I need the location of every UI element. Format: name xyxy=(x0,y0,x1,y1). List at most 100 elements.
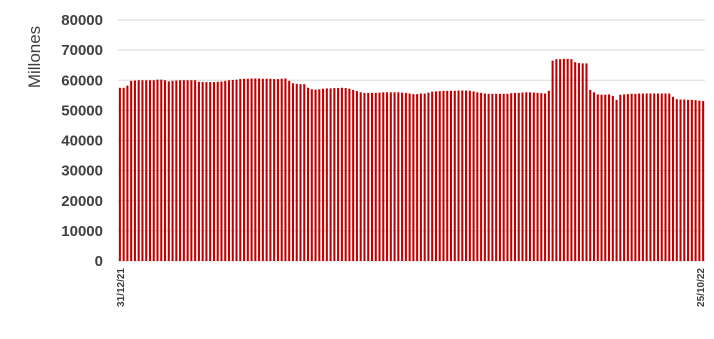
bar xyxy=(487,93,490,261)
bar xyxy=(340,87,343,261)
bar xyxy=(585,63,588,261)
bar xyxy=(175,80,178,261)
bar xyxy=(186,80,189,261)
gridlines xyxy=(118,19,705,262)
bar xyxy=(638,93,641,261)
bar xyxy=(608,94,611,261)
bar xyxy=(148,80,152,261)
bar xyxy=(171,80,174,261)
bar xyxy=(367,92,370,262)
x-axis-ticks: 31/12/21 25/10/22 xyxy=(116,268,707,307)
bar xyxy=(461,90,464,262)
bar xyxy=(408,93,411,261)
bar xyxy=(465,90,468,262)
bar xyxy=(156,79,159,262)
x-tick-label: 31/12/21 xyxy=(116,268,127,307)
y-tick-label: 10000 xyxy=(61,223,103,240)
bar xyxy=(205,82,208,261)
bar xyxy=(374,92,377,262)
bar xyxy=(544,93,547,261)
bar xyxy=(457,90,460,262)
bar xyxy=(220,81,223,262)
bar xyxy=(570,59,573,261)
bar xyxy=(243,78,246,262)
bar xyxy=(122,87,125,261)
bar xyxy=(284,78,287,261)
bar xyxy=(167,81,170,262)
bar xyxy=(615,99,618,261)
y-tick-label: 0 xyxy=(95,253,103,270)
bar xyxy=(412,94,415,261)
bar xyxy=(446,90,449,261)
bar xyxy=(216,81,219,261)
bar xyxy=(555,59,558,261)
bar xyxy=(295,83,298,262)
bar xyxy=(630,93,633,261)
bar xyxy=(653,93,656,261)
bar xyxy=(645,93,648,261)
bar xyxy=(687,99,690,261)
bar xyxy=(574,62,577,262)
bar xyxy=(310,89,313,261)
bar xyxy=(130,80,133,261)
bar xyxy=(562,58,565,261)
bar xyxy=(517,92,520,262)
bar xyxy=(235,79,238,262)
bar xyxy=(431,91,434,261)
bar xyxy=(382,92,385,261)
bar xyxy=(536,92,539,262)
bar xyxy=(322,88,325,261)
x-tick-label: 25/10/22 xyxy=(696,268,707,307)
bar xyxy=(197,81,200,261)
bar xyxy=(352,89,355,261)
bar xyxy=(299,84,302,261)
bar xyxy=(623,94,626,261)
bar xyxy=(269,78,272,262)
bar xyxy=(502,93,505,261)
bar xyxy=(510,93,513,261)
bar xyxy=(190,80,193,261)
bar xyxy=(423,93,426,261)
bar xyxy=(182,80,185,261)
bar xyxy=(698,100,701,261)
bar xyxy=(547,90,550,261)
bar xyxy=(453,90,456,261)
bar xyxy=(378,92,381,261)
bar xyxy=(359,92,362,261)
y-tick-label: 20000 xyxy=(61,193,103,210)
y-axis-label: Millones xyxy=(25,26,44,88)
bar xyxy=(288,80,291,261)
y-tick-label: 30000 xyxy=(61,163,103,180)
bar xyxy=(656,93,659,261)
bar xyxy=(250,78,253,261)
bar xyxy=(318,89,321,261)
bar xyxy=(449,90,453,261)
bar xyxy=(254,78,257,261)
bar xyxy=(679,99,682,261)
bar xyxy=(416,94,419,261)
bar xyxy=(118,87,121,261)
bar xyxy=(604,94,607,262)
bar xyxy=(333,88,336,261)
bar xyxy=(581,63,584,261)
y-tick-label: 50000 xyxy=(61,102,103,119)
bar xyxy=(212,82,215,261)
bar xyxy=(126,85,129,261)
bar xyxy=(619,94,622,262)
bar xyxy=(427,92,430,261)
y-axis-ticks: 0 10000 20000 30000 40000 50000 60000 70000 8000… xyxy=(61,12,103,270)
bar xyxy=(231,79,234,261)
bar xyxy=(528,92,532,261)
bar xyxy=(559,59,562,261)
bar xyxy=(386,92,389,261)
bar xyxy=(596,94,599,261)
bar xyxy=(227,80,231,261)
bar xyxy=(480,92,483,262)
bar xyxy=(344,88,347,261)
bar xyxy=(521,92,524,261)
bar xyxy=(209,82,212,261)
y-tick-label: 70000 xyxy=(61,42,103,59)
bar xyxy=(404,92,407,262)
bar xyxy=(668,93,671,261)
